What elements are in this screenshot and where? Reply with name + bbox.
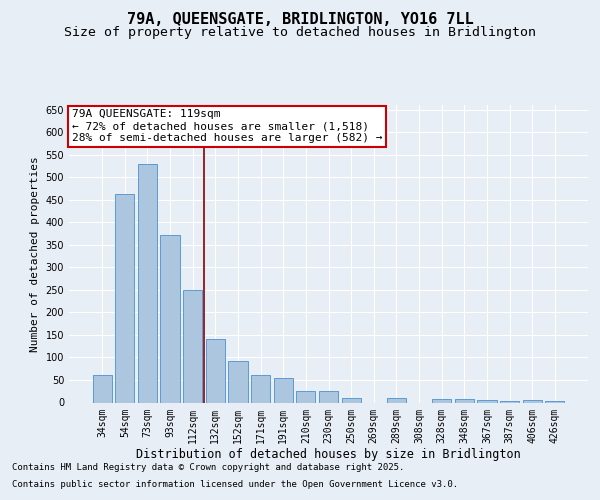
- Text: 79A QUEENSGATE: 119sqm
← 72% of detached houses are smaller (1,518)
28% of semi-: 79A QUEENSGATE: 119sqm ← 72% of detached…: [71, 110, 382, 142]
- Bar: [92, 374, 112, 402]
- Bar: [477, 400, 497, 402]
- Bar: [523, 400, 542, 402]
- Text: 79A, QUEENSGATE, BRIDLINGTON, YO16 7LL: 79A, QUEENSGATE, BRIDLINGTON, YO16 7LL: [127, 12, 473, 28]
- Bar: [206, 339, 225, 402]
- Bar: [229, 360, 248, 403]
- Text: Contains public sector information licensed under the Open Government Licence v3: Contains public sector information licen…: [12, 480, 458, 489]
- Bar: [251, 374, 270, 402]
- Bar: [138, 164, 157, 402]
- X-axis label: Distribution of detached houses by size in Bridlington: Distribution of detached houses by size …: [136, 448, 521, 461]
- Bar: [183, 290, 202, 403]
- Bar: [341, 398, 361, 402]
- Bar: [160, 235, 180, 402]
- Bar: [500, 401, 519, 402]
- Bar: [432, 400, 451, 402]
- Y-axis label: Number of detached properties: Number of detached properties: [30, 156, 40, 352]
- Bar: [115, 194, 134, 402]
- Bar: [545, 401, 565, 402]
- Bar: [274, 378, 293, 402]
- Text: Contains HM Land Registry data © Crown copyright and database right 2025.: Contains HM Land Registry data © Crown c…: [12, 464, 404, 472]
- Bar: [296, 391, 316, 402]
- Text: Size of property relative to detached houses in Bridlington: Size of property relative to detached ho…: [64, 26, 536, 39]
- Bar: [319, 391, 338, 402]
- Bar: [387, 398, 406, 402]
- Bar: [455, 400, 474, 402]
